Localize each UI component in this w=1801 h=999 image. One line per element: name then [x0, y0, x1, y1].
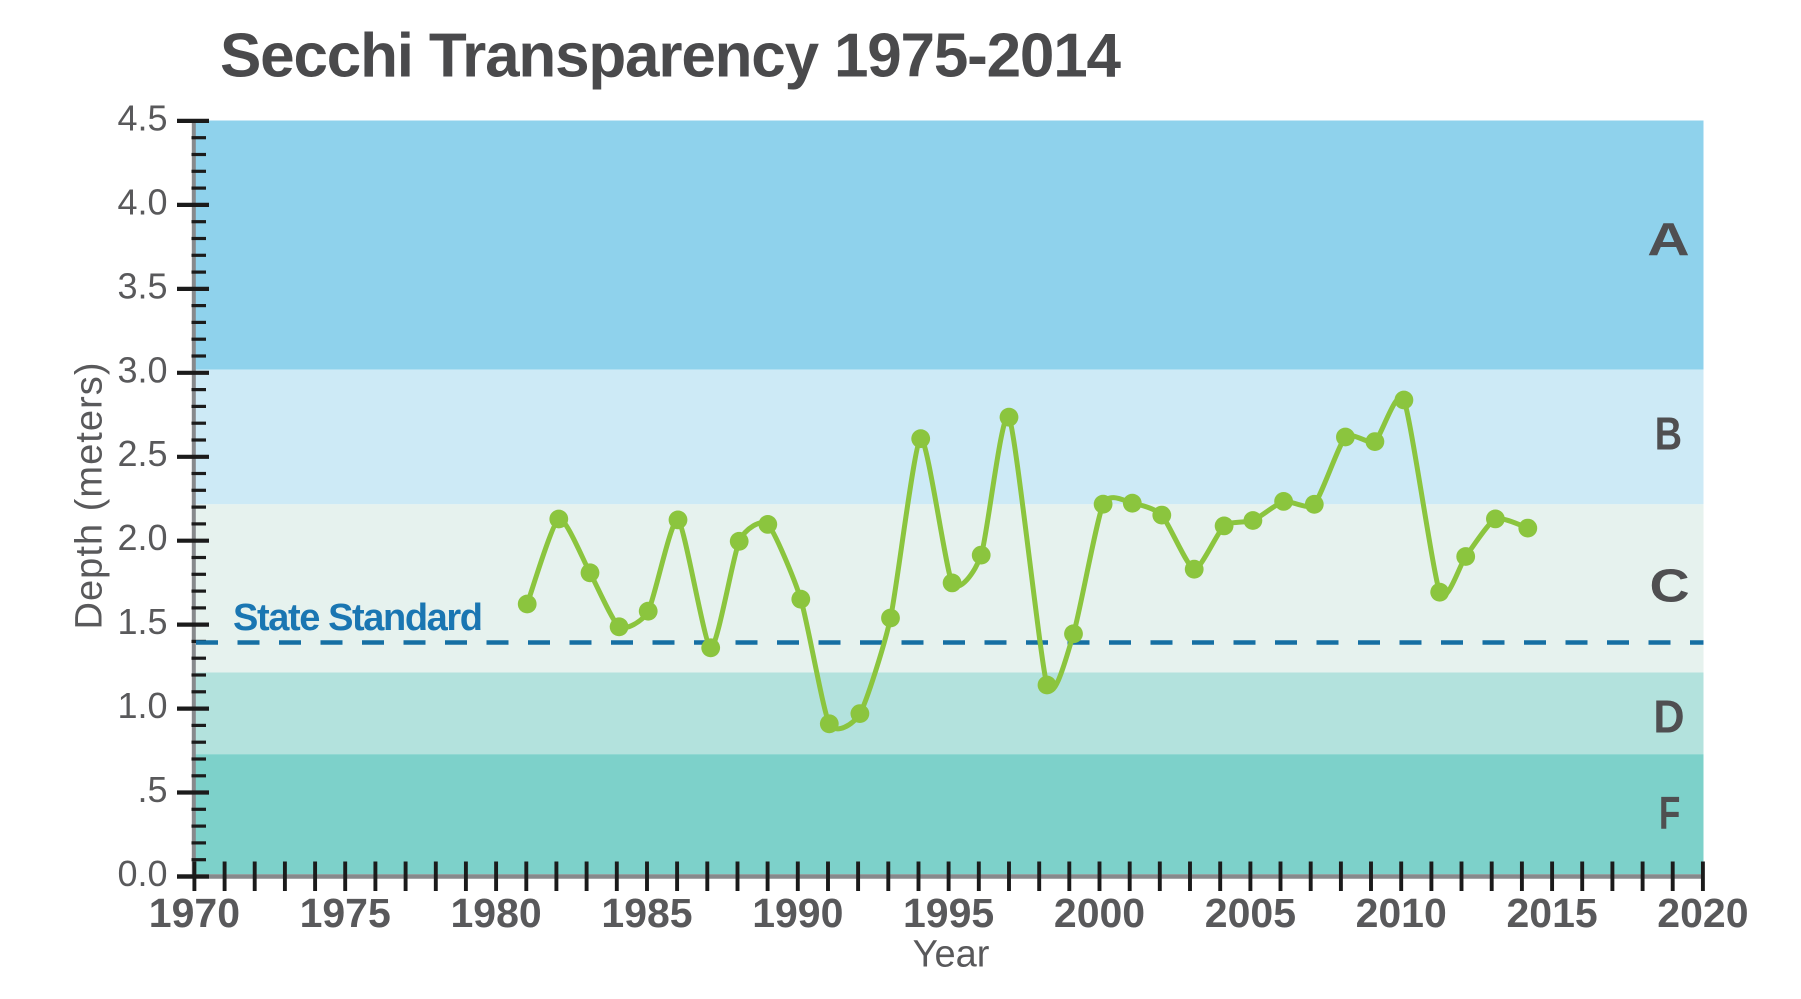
svg-text:1985: 1985 — [601, 890, 692, 936]
svg-text:2005: 2005 — [1205, 890, 1296, 936]
svg-text:1980: 1980 — [450, 890, 541, 936]
svg-text:1990: 1990 — [752, 890, 843, 936]
svg-text:1970: 1970 — [149, 890, 240, 936]
svg-text:2000: 2000 — [1054, 890, 1145, 936]
svg-text:A: A — [1647, 214, 1689, 265]
svg-text:2.0: 2.0 — [117, 517, 167, 558]
svg-text:3.5: 3.5 — [117, 265, 167, 306]
svg-text:0.0: 0.0 — [117, 853, 167, 894]
svg-text:2.5: 2.5 — [117, 433, 167, 474]
svg-text:1975: 1975 — [300, 890, 391, 936]
svg-text:.5: .5 — [137, 769, 167, 810]
svg-text:Secchi Transparency 1975-2014: Secchi Transparency 1975-2014 — [220, 22, 1122, 91]
svg-text:4.5: 4.5 — [117, 97, 167, 138]
svg-text:1995: 1995 — [903, 890, 994, 936]
svg-text:State Standard: State Standard — [233, 597, 483, 639]
svg-text:1.0: 1.0 — [117, 685, 167, 726]
svg-text:2020: 2020 — [1657, 890, 1748, 936]
svg-text:3.0: 3.0 — [117, 349, 167, 390]
svg-text:1.5: 1.5 — [117, 601, 167, 642]
svg-text:4.0: 4.0 — [117, 181, 167, 222]
svg-text:Year: Year — [913, 934, 990, 976]
svg-text:C: C — [1650, 560, 1690, 611]
svg-text:2010: 2010 — [1356, 890, 1447, 936]
svg-text:Depth (meters): Depth (meters) — [69, 363, 111, 630]
svg-text:F: F — [1659, 787, 1680, 839]
svg-text:D: D — [1653, 692, 1684, 743]
svg-text:B: B — [1655, 408, 1682, 459]
svg-text:2015: 2015 — [1506, 890, 1597, 936]
